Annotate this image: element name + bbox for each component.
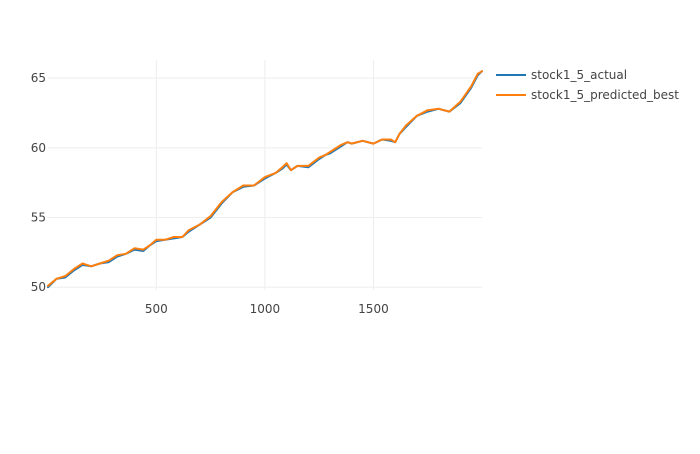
- y-tick-label: 60: [31, 141, 46, 155]
- axes: 50 55 60 65 500 1000 1500: [31, 71, 389, 316]
- series-line-2: [47, 70, 483, 287]
- legend[interactable]: stock1_5_actual stock1_5_predicted_best: [496, 68, 679, 102]
- y-tick-label: 55: [31, 211, 46, 225]
- legend-label: stock1_5_predicted_best: [531, 88, 679, 102]
- y-tick-label: 50: [31, 280, 46, 294]
- x-tick-label: 1500: [358, 302, 389, 316]
- legend-item-2[interactable]: stock1_5_predicted_best: [496, 88, 679, 102]
- plot-area: [47, 70, 483, 289]
- x-tick-label: 1000: [250, 302, 281, 316]
- x-tick-label: 500: [145, 302, 168, 316]
- legend-item-1[interactable]: stock1_5_actual: [496, 68, 627, 82]
- legend-label: stock1_5_actual: [531, 68, 627, 82]
- grid: [48, 60, 482, 290]
- y-tick-label: 65: [31, 71, 46, 85]
